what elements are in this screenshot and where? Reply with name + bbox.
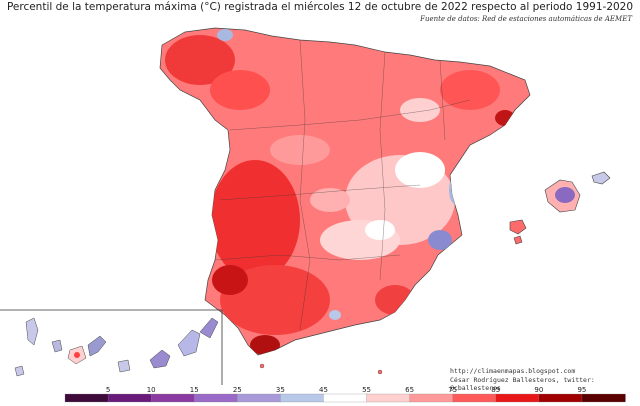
balearic-islands (509, 171, 611, 245)
ceuta-melilla (259, 363, 383, 375)
legend-swatch (194, 393, 238, 403)
legend-tick-label: 95 (577, 386, 586, 394)
canary-islands-inset (0, 309, 223, 385)
legend-swatch (366, 393, 411, 403)
legend-swatch (409, 393, 454, 403)
peninsula (159, 27, 531, 356)
legend-swatch (280, 393, 325, 403)
map-title: Percentil de la temperatura máxima (°C) … (6, 1, 634, 13)
legend-tick-label: 85 (491, 386, 500, 394)
legend-tick-label: 35 (276, 386, 285, 394)
legend: 5 10 15 25 35 45 55 65 75 85 90 95 (64, 386, 626, 403)
legend-tick-label: 10 (147, 386, 156, 394)
legend-tick-label: 75 (448, 386, 457, 394)
legend-tick-label: 65 (405, 386, 414, 394)
legend-swatch (581, 393, 626, 403)
legend-swatch (452, 393, 497, 403)
legend-tick-label: 25 (233, 386, 242, 394)
legend-swatch (538, 393, 583, 403)
legend-swatch (107, 393, 152, 403)
legend-tick-label: 90 (534, 386, 543, 394)
legend-tick-label: 15 (190, 386, 199, 394)
legend-tick-label: 5 (106, 386, 110, 394)
legend-tick-label: 55 (362, 386, 371, 394)
credit-url: http://climaenmapas.blogspot.com (450, 367, 576, 375)
legend-tick-label: 45 (319, 386, 328, 394)
data-source: Fuente de datos: Red de estaciones autom… (420, 15, 632, 23)
legend-swatch (237, 393, 282, 403)
credit-author: César Rodríguez Ballesteros, twitter: @c… (450, 376, 595, 392)
legend-swatch (495, 393, 540, 403)
legend-swatch (64, 393, 109, 403)
legend-swatch (151, 393, 195, 403)
legend-swatch (323, 393, 368, 403)
